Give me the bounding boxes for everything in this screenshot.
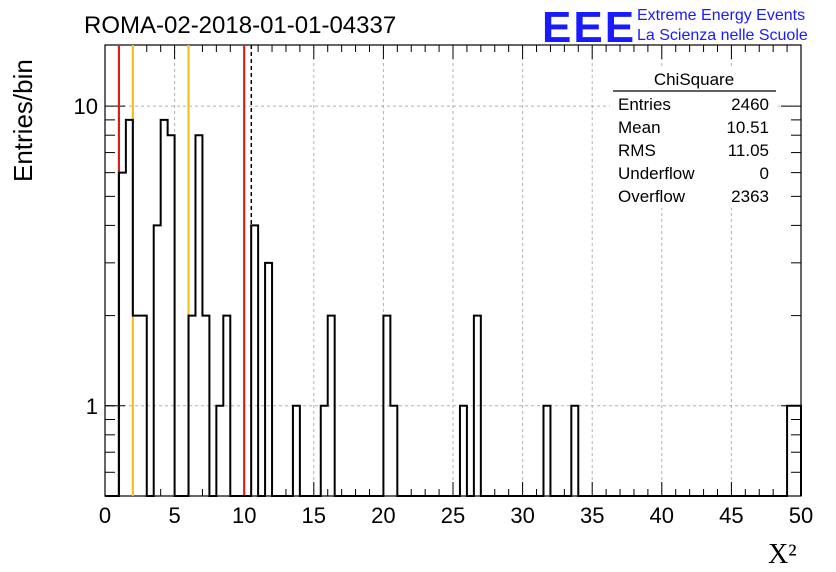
histogram-bin <box>794 406 801 496</box>
eee-logo: EEE Extreme Energy Events La Scienza nel… <box>542 3 808 52</box>
histogram-bin <box>195 135 202 496</box>
stats-box-title: ChiSquare <box>654 70 734 89</box>
histogram-bin <box>126 120 133 496</box>
histogram-bin <box>119 173 126 496</box>
stats-value: 2363 <box>731 187 769 206</box>
run-title: ROMA-02-2018-01-01-04337 <box>84 12 396 39</box>
x-tick-label: 40 <box>650 503 674 528</box>
histogram-bin <box>787 406 794 496</box>
logo-mark: EEE <box>542 3 636 52</box>
x-tick-label: 50 <box>789 503 813 528</box>
y-tick-label: 1 <box>86 394 98 419</box>
stats-label: RMS <box>618 141 656 160</box>
histogram-bin <box>154 225 161 496</box>
histogram-bin <box>293 406 300 496</box>
histogram-bin <box>543 406 550 496</box>
histogram-outline <box>105 118 802 497</box>
x-tick-labels: 0 5 10 15 20 25 30 35 40 45 50 <box>99 503 813 528</box>
histogram-bin <box>328 316 335 496</box>
x-tick-label: 25 <box>441 503 465 528</box>
histogram-bin <box>189 316 196 496</box>
stats-label: Underflow <box>618 164 695 183</box>
y-axis-label: Entries/bin <box>8 59 38 182</box>
y-tick-label: 10 <box>74 94 98 119</box>
x-tick-label: 20 <box>371 503 395 528</box>
stats-value: 0 <box>760 164 769 183</box>
histogram-bin <box>140 316 147 496</box>
y-tick-labels: 1 10 <box>74 94 98 419</box>
x-axis-label: X² <box>768 539 797 570</box>
stats-label: Mean <box>618 118 661 137</box>
stats-value: 2460 <box>731 95 769 114</box>
x-tick-label: 35 <box>580 503 604 528</box>
x-tick-label: 5 <box>168 503 180 528</box>
histogram-bin <box>571 406 578 496</box>
histogram-bin <box>321 406 328 496</box>
logo-line-1: Extreme Energy Events <box>637 7 805 24</box>
stats-rows: Entries 2460 Mean 10.51 RMS 11.05 Underflow 0 Ov… <box>618 95 769 206</box>
histogram-bin <box>265 263 272 496</box>
stats-value: 11.05 <box>728 141 769 160</box>
x-tick-label: 10 <box>232 503 256 528</box>
histogram-bin <box>474 316 481 496</box>
stats-label: Entries <box>618 95 671 114</box>
x-tick-label: 45 <box>719 503 743 528</box>
histogram-bin <box>460 406 467 496</box>
x-tick-label: 0 <box>99 503 111 528</box>
histogram-bin <box>251 225 258 496</box>
histogram <box>105 118 802 497</box>
x-tick-label: 15 <box>302 503 326 528</box>
stats-value: 10.51 <box>726 118 769 137</box>
histogram-bin <box>216 406 223 496</box>
histogram-bin <box>161 120 168 496</box>
histogram-bin <box>383 316 390 496</box>
stats-label: Overflow <box>618 187 686 206</box>
histogram-bin <box>390 406 397 496</box>
histogram-bin <box>168 135 175 496</box>
histogram-bin <box>223 316 230 496</box>
stats-box: ChiSquare Entries 2460 Mean 10.51 RMS 11.05 Un… <box>610 68 778 208</box>
histogram-bin <box>202 316 209 496</box>
histogram-bin <box>133 316 140 496</box>
x-tick-label: 30 <box>510 503 534 528</box>
logo-line-2: La Scienza nelle Scuole <box>637 27 808 44</box>
